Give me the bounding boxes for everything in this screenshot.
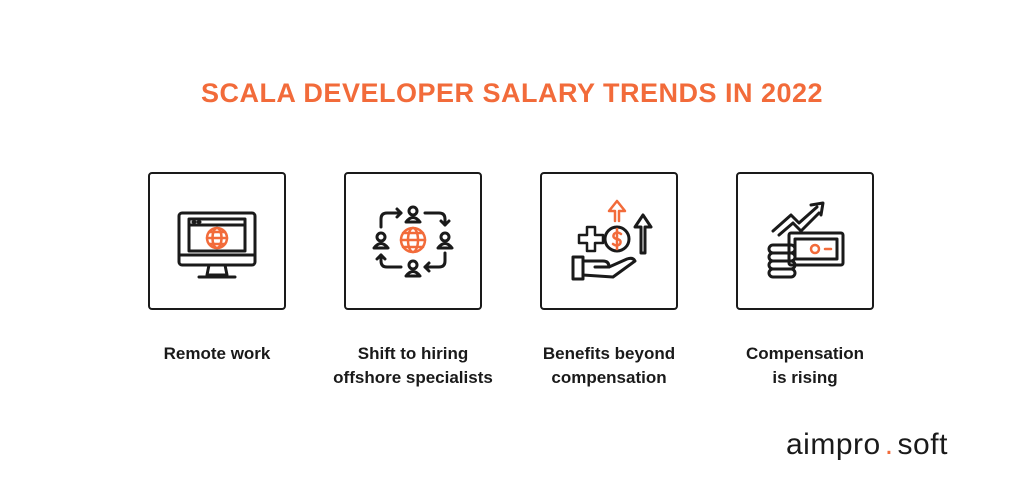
hand-coin-growth-icon [571,199,653,281]
logo-part2: soft [897,428,948,461]
card-offshore-specialists [344,172,482,310]
logo-dot: . [884,428,894,461]
card-compensation-rising [736,172,874,310]
people-cycle-globe-icon [372,205,454,278]
label-benefits: Benefits beyond compensation [542,344,676,387]
label-offshore-specialists: Shift to hiring offshore specialists [333,344,493,387]
label-compensation-rising: Compensation is rising [745,344,865,387]
money-growth-icon [767,201,845,279]
page-title: SCALA DEVELOPER SALARY TRENDS IN 2022 [200,78,824,108]
aimprosoft-logo: aimpro. soft [786,428,948,462]
card-remote-work [148,172,286,310]
label-remote-work: Remote work [163,344,271,363]
logo-part1: aimpro [786,428,881,461]
card-benefits [540,172,678,310]
monitor-globe-icon [177,211,257,279]
